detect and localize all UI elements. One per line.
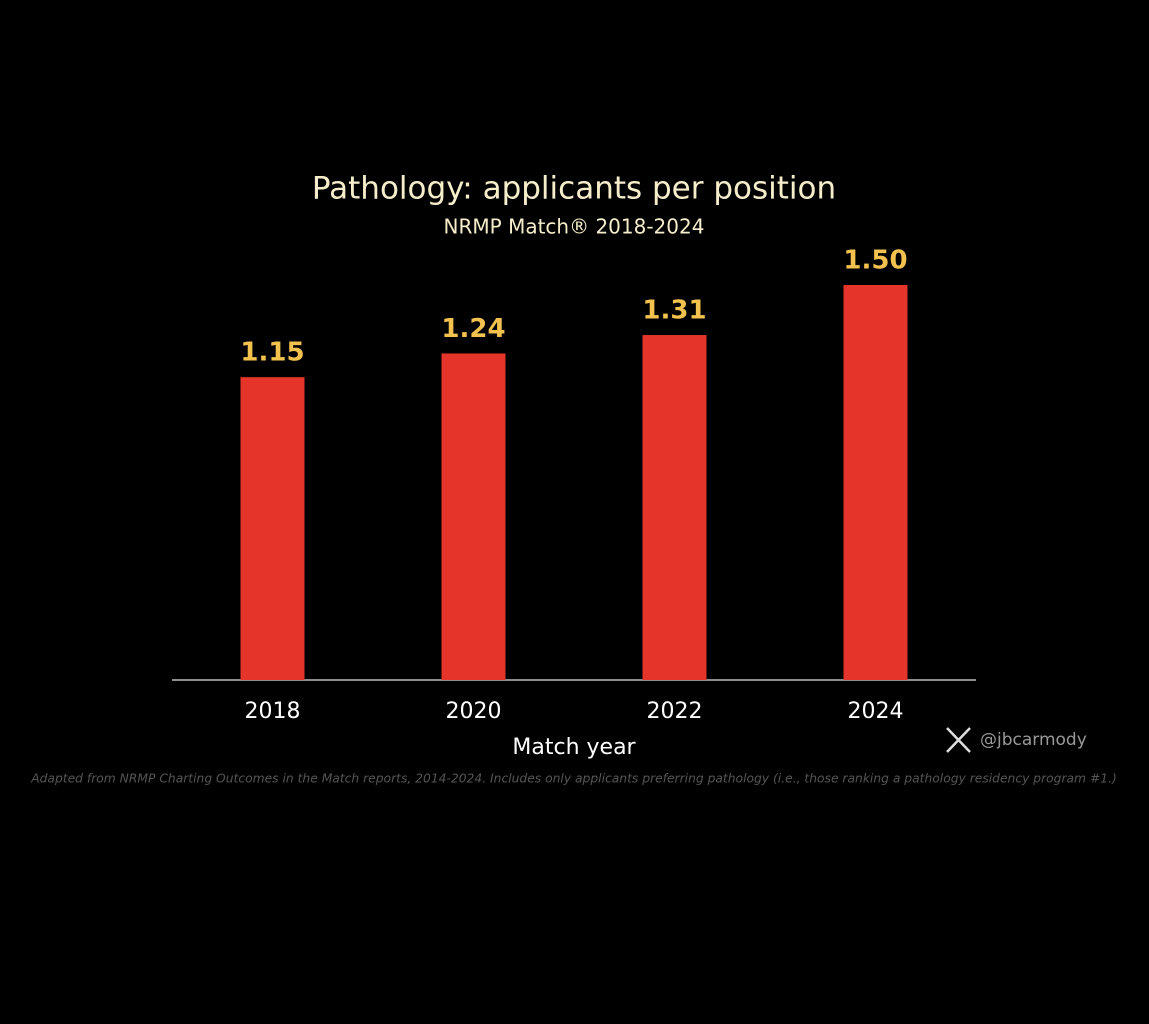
footnote: Adapted from NRMP Charting Outcomes in t… <box>30 772 1117 786</box>
bar <box>642 335 707 680</box>
x-tick-label: 2024 <box>848 699 904 724</box>
chart-title: Pathology: applicants per position <box>312 171 836 207</box>
x-tick-label: 2018 <box>245 699 301 724</box>
chart-subtitle: NRMP Match® 2018-2024 <box>444 215 705 239</box>
x-logo <box>946 727 971 753</box>
credit: @jbcarmody <box>980 730 1087 750</box>
x-axis-label: Match year <box>512 735 636 760</box>
value-label: 1.15 <box>240 338 304 368</box>
value-label: 1.31 <box>642 296 706 326</box>
bar <box>843 285 908 680</box>
value-label: 1.50 <box>843 246 907 276</box>
bar <box>240 377 305 680</box>
bar <box>441 353 506 680</box>
value-label: 1.24 <box>441 314 505 344</box>
x-tick-label: 2022 <box>647 699 703 724</box>
x-tick-label: 2020 <box>446 699 502 724</box>
